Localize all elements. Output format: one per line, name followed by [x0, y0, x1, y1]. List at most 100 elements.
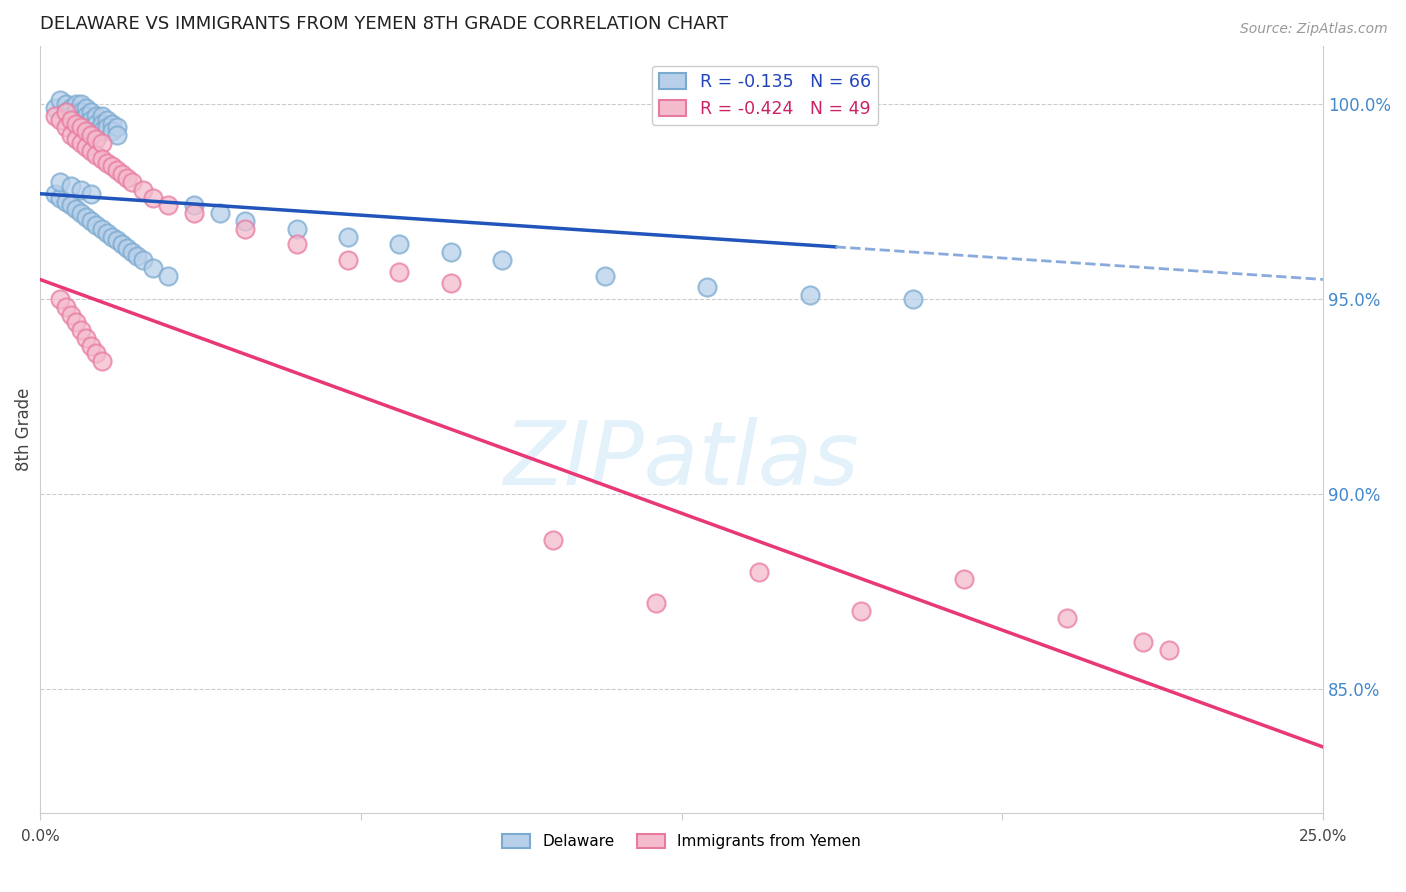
Point	[1132, 635, 1154, 649]
Point	[86, 218, 108, 232]
Legend: Delaware, Immigrants from Yemen: Delaware, Immigrants from Yemen	[496, 828, 868, 855]
Point	[75, 140, 97, 154]
Point	[59, 101, 82, 115]
Point	[59, 112, 82, 127]
Point	[80, 112, 103, 127]
Point	[75, 101, 97, 115]
Point	[59, 198, 82, 212]
Point	[491, 252, 513, 267]
Point	[1159, 642, 1181, 657]
Point	[70, 120, 93, 135]
Point	[44, 101, 66, 115]
Point	[1056, 611, 1078, 625]
Point	[70, 206, 93, 220]
Point	[644, 596, 666, 610]
Point	[105, 120, 128, 135]
Point	[142, 191, 165, 205]
Point	[115, 171, 138, 186]
Point	[233, 214, 256, 228]
Text: Source: ZipAtlas.com: Source: ZipAtlas.com	[1240, 22, 1388, 37]
Point	[86, 132, 108, 146]
Point	[142, 260, 165, 275]
Point	[101, 160, 124, 174]
Point	[70, 323, 93, 337]
Point	[75, 109, 97, 123]
Point	[44, 109, 66, 123]
Point	[285, 237, 308, 252]
Point	[183, 206, 205, 220]
Text: 0.0%: 0.0%	[21, 829, 59, 844]
Point	[65, 104, 87, 119]
Point	[439, 245, 461, 260]
Point	[96, 112, 118, 127]
Point	[96, 155, 118, 169]
Point	[86, 124, 108, 138]
Point	[49, 175, 72, 189]
Text: 25.0%: 25.0%	[1299, 829, 1347, 844]
Point	[49, 112, 72, 127]
Point	[86, 346, 108, 360]
Point	[70, 104, 93, 119]
Point	[131, 183, 153, 197]
Point	[65, 117, 87, 131]
Point	[121, 175, 143, 189]
Point	[59, 308, 82, 322]
Point	[80, 186, 103, 201]
Point	[696, 280, 718, 294]
Point	[183, 198, 205, 212]
Point	[49, 292, 72, 306]
Point	[65, 97, 87, 112]
Point	[65, 112, 87, 127]
Point	[70, 183, 93, 197]
Point	[111, 237, 134, 252]
Point	[44, 186, 66, 201]
Point	[80, 144, 103, 158]
Point	[541, 533, 564, 548]
Point	[439, 277, 461, 291]
Point	[121, 245, 143, 260]
Point	[799, 288, 821, 302]
Point	[101, 124, 124, 138]
Point	[80, 128, 103, 143]
Point	[901, 292, 924, 306]
Point	[59, 178, 82, 193]
Point	[86, 109, 108, 123]
Point	[127, 249, 149, 263]
Point	[55, 104, 77, 119]
Point	[75, 210, 97, 224]
Point	[90, 354, 112, 368]
Point	[101, 229, 124, 244]
Point	[70, 97, 93, 112]
Point	[208, 206, 231, 220]
Point	[953, 573, 976, 587]
Point	[157, 198, 180, 212]
Point	[90, 221, 112, 235]
Point	[285, 221, 308, 235]
Y-axis label: 8th Grade: 8th Grade	[15, 388, 32, 471]
Point	[96, 226, 118, 240]
Point	[388, 265, 411, 279]
Point	[105, 128, 128, 143]
Point	[851, 604, 873, 618]
Point	[70, 136, 93, 150]
Point	[55, 104, 77, 119]
Point	[59, 109, 82, 123]
Point	[111, 167, 134, 181]
Point	[49, 191, 72, 205]
Point	[65, 132, 87, 146]
Point	[115, 241, 138, 255]
Point	[80, 339, 103, 353]
Point	[65, 315, 87, 329]
Point	[80, 120, 103, 135]
Point	[86, 148, 108, 162]
Point	[75, 124, 97, 138]
Point	[388, 237, 411, 252]
Point	[157, 268, 180, 283]
Point	[96, 120, 118, 135]
Point	[55, 120, 77, 135]
Point	[747, 565, 769, 579]
Point	[105, 163, 128, 178]
Text: DELAWARE VS IMMIGRANTS FROM YEMEN 8TH GRADE CORRELATION CHART: DELAWARE VS IMMIGRANTS FROM YEMEN 8TH GR…	[39, 15, 728, 33]
Point	[593, 268, 616, 283]
Point	[336, 229, 359, 244]
